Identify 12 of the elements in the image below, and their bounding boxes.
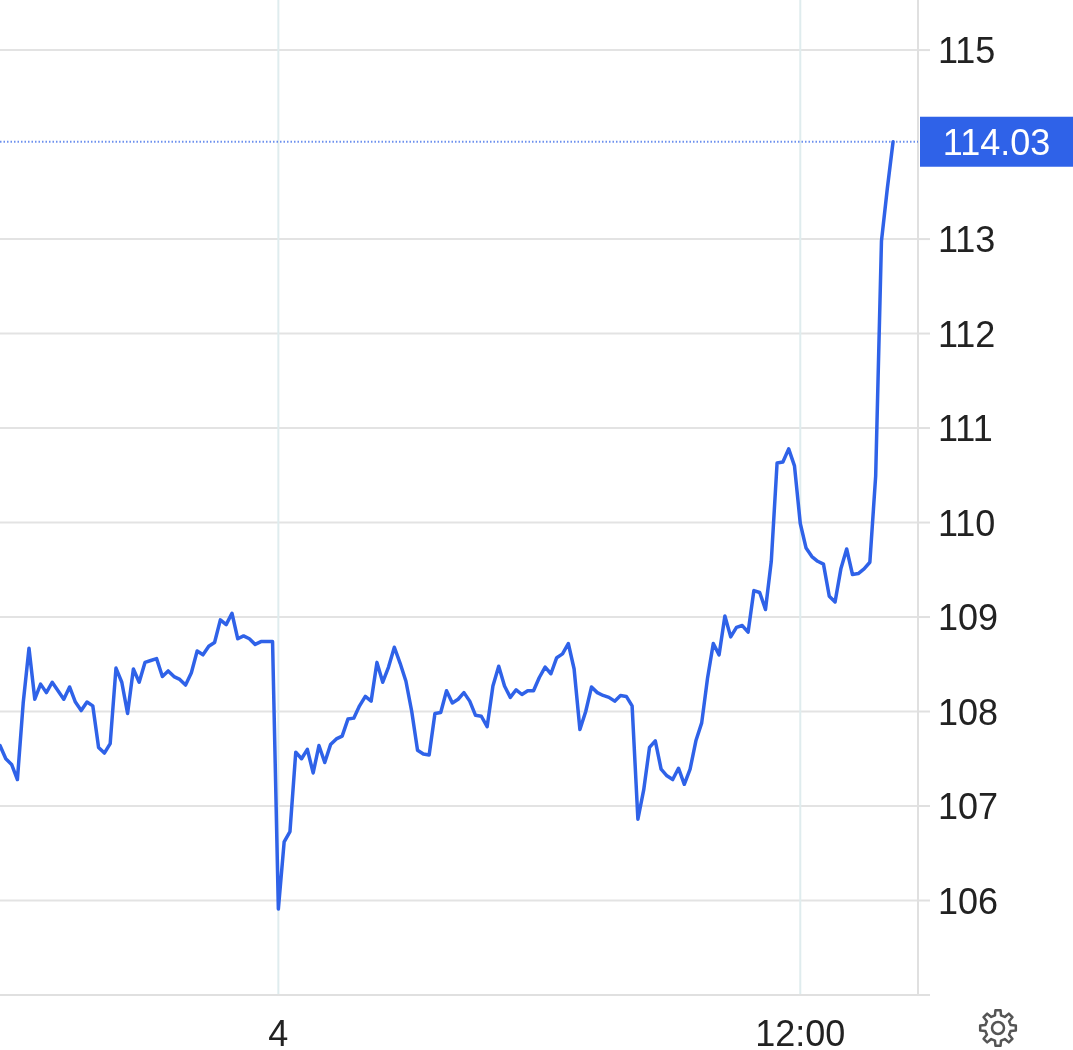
y-tick-label: 106: [938, 880, 999, 922]
y-tick-label: 109: [938, 596, 999, 638]
y-tick-label: 115: [938, 29, 996, 71]
ref-line-label: 114.03: [942, 121, 1051, 163]
y-tick-label: 110: [938, 502, 996, 544]
x-tick-label: 4: [268, 1012, 289, 1050]
y-tick-label: 108: [938, 691, 999, 733]
y-tick-label: 111: [938, 407, 993, 449]
y-tick-label: 107: [938, 785, 999, 827]
x-tick-label: 12:00: [755, 1012, 846, 1050]
y-tick-label: 112: [938, 313, 996, 355]
y-tick-label: 113: [938, 218, 996, 260]
